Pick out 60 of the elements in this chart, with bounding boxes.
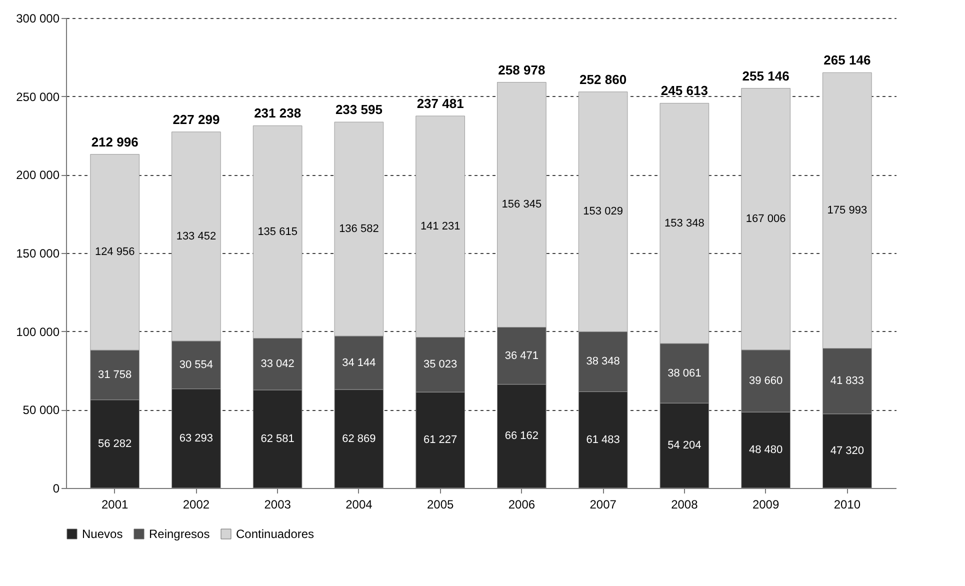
x-tick-label: 2001 <box>101 498 128 512</box>
data-label: 36 471 <box>504 350 539 362</box>
total-label: 255 146 <box>742 68 790 84</box>
y-tick-label: 200 000 <box>16 168 60 182</box>
data-label: 66 162 <box>504 430 539 442</box>
x-tick-label: 2002 <box>182 498 210 512</box>
data-label: 135 615 <box>258 226 298 238</box>
x-tick-label: 2004 <box>346 498 373 512</box>
data-label: 41 833 <box>830 375 864 388</box>
y-tick-label: 100 000 <box>16 324 60 339</box>
total-label: 231 238 <box>254 106 302 121</box>
data-label: 156 345 <box>502 198 542 211</box>
data-label: 56 282 <box>98 438 132 450</box>
data-label: 38 061 <box>668 367 702 380</box>
x-tick-label: 2006 <box>508 498 536 512</box>
data-label: 38 348 <box>586 356 620 368</box>
total-label: 245 613 <box>660 83 708 98</box>
y-tick-label: 0 <box>52 482 60 496</box>
total-label: 252 860 <box>580 72 627 87</box>
data-label: 47 320 <box>830 444 864 457</box>
data-label: 141 231 <box>420 220 460 233</box>
data-label: 34 144 <box>342 356 376 369</box>
data-label: 153 348 <box>664 217 704 230</box>
data-label: 35 023 <box>423 358 458 371</box>
y-tick-label: 300 000 <box>16 12 60 26</box>
total-label: 258 978 <box>498 62 546 78</box>
data-label: 167 006 <box>746 213 786 226</box>
data-label: 54 204 <box>668 440 702 452</box>
total-label: 265 146 <box>824 52 871 68</box>
total-label: 227 299 <box>172 112 220 127</box>
x-tick-label: 2003 <box>264 498 292 512</box>
data-label: 133 452 <box>176 230 216 242</box>
x-tick-label: 2009 <box>752 498 780 512</box>
data-label: 61 227 <box>423 434 458 446</box>
y-tick-label: 50 000 <box>22 403 60 418</box>
total-label: 233 595 <box>335 102 382 118</box>
total-label: 212 996 <box>91 134 138 150</box>
legend-label: Reingresos <box>149 527 210 541</box>
data-label: 124 956 <box>94 246 135 258</box>
data-label: 175 993 <box>827 204 868 216</box>
y-tick-label: 250 000 <box>16 90 60 104</box>
data-label: 136 582 <box>339 223 379 236</box>
legend-label: Nuevos <box>82 527 123 541</box>
data-label: 33 042 <box>260 358 294 370</box>
x-tick-label: 2008 <box>671 498 698 512</box>
data-label: 61 483 <box>586 434 620 446</box>
data-label: 39 660 <box>748 374 783 387</box>
data-label: 48 480 <box>748 444 783 456</box>
total-label: 237 481 <box>416 96 464 111</box>
data-label: 31 758 <box>98 368 132 381</box>
y-tick-label: 150 000 <box>16 246 60 260</box>
data-label: 62 581 <box>260 432 294 445</box>
data-label: 153 029 <box>583 206 623 218</box>
x-tick-label: 2010 <box>834 498 861 512</box>
data-label: 30 554 <box>179 358 214 371</box>
x-tick-label: 2007 <box>590 498 617 512</box>
legend-label: Continuadores <box>236 527 314 541</box>
data-label: 62 869 <box>342 432 376 445</box>
x-tick-label: 2005 <box>426 498 454 512</box>
data-label: 63 293 <box>179 432 214 444</box>
